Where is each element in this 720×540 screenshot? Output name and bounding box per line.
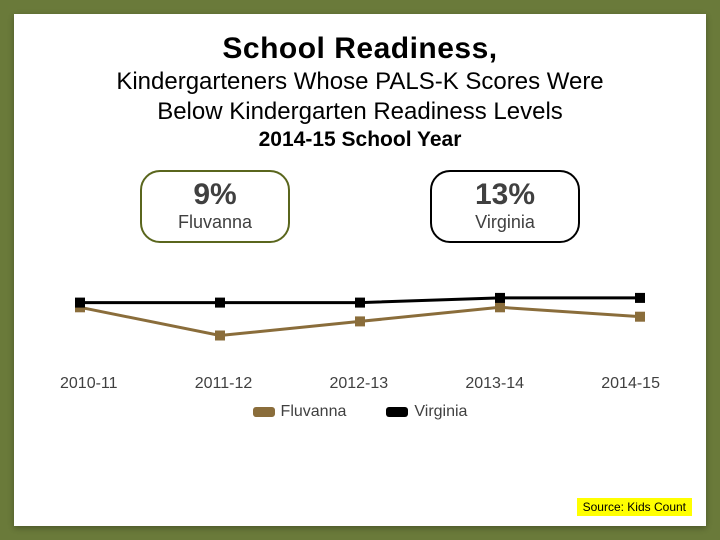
x-tick-label: 2013-14 <box>465 375 524 393</box>
legend-item: Fluvanna <box>253 403 347 421</box>
x-tick-label: 2011-12 <box>195 375 253 393</box>
callout-virginia: 13% Virginia <box>430 170 580 243</box>
callout-fluvanna-label: Fluvanna <box>168 212 262 233</box>
slide: School Readiness, Kindergarteners Whose … <box>14 14 706 526</box>
legend-swatch <box>386 407 408 417</box>
x-tick-label: 2012-13 <box>329 375 388 393</box>
chart-svg <box>60 257 660 367</box>
slide-subtitle-line1: Kindergarteners Whose PALS-K Scores Were <box>44 68 676 96</box>
callout-fluvanna: 9% Fluvanna <box>140 170 290 243</box>
x-axis-labels: 2010-11 2011-12 2012-13 2013-14 2014-15 <box>60 375 660 393</box>
callout-row: 9% Fluvanna 13% Virginia <box>44 170 676 243</box>
chart-legend: Fluvanna Virginia <box>60 403 660 421</box>
line-chart: 2010-11 2011-12 2012-13 2013-14 2014-15 Fluv… <box>60 257 660 421</box>
legend-label: Virginia <box>414 403 467 421</box>
legend-swatch <box>253 407 275 417</box>
legend-item: Virginia <box>386 403 467 421</box>
x-tick-label: 2014-15 <box>601 375 660 393</box>
source-note: Source: Kids Count <box>577 498 692 516</box>
slide-title: School Readiness, <box>44 32 676 66</box>
callout-fluvanna-percent: 9% <box>168 178 262 212</box>
legend-label: Fluvanna <box>281 403 347 421</box>
x-tick-label: 2010-11 <box>60 375 118 393</box>
year-label: 2014-15 School Year <box>44 128 676 152</box>
callout-virginia-label: Virginia <box>458 212 552 233</box>
slide-subtitle-line2: Below Kindergarten Readiness Levels <box>44 98 676 126</box>
callout-virginia-percent: 13% <box>458 178 552 212</box>
